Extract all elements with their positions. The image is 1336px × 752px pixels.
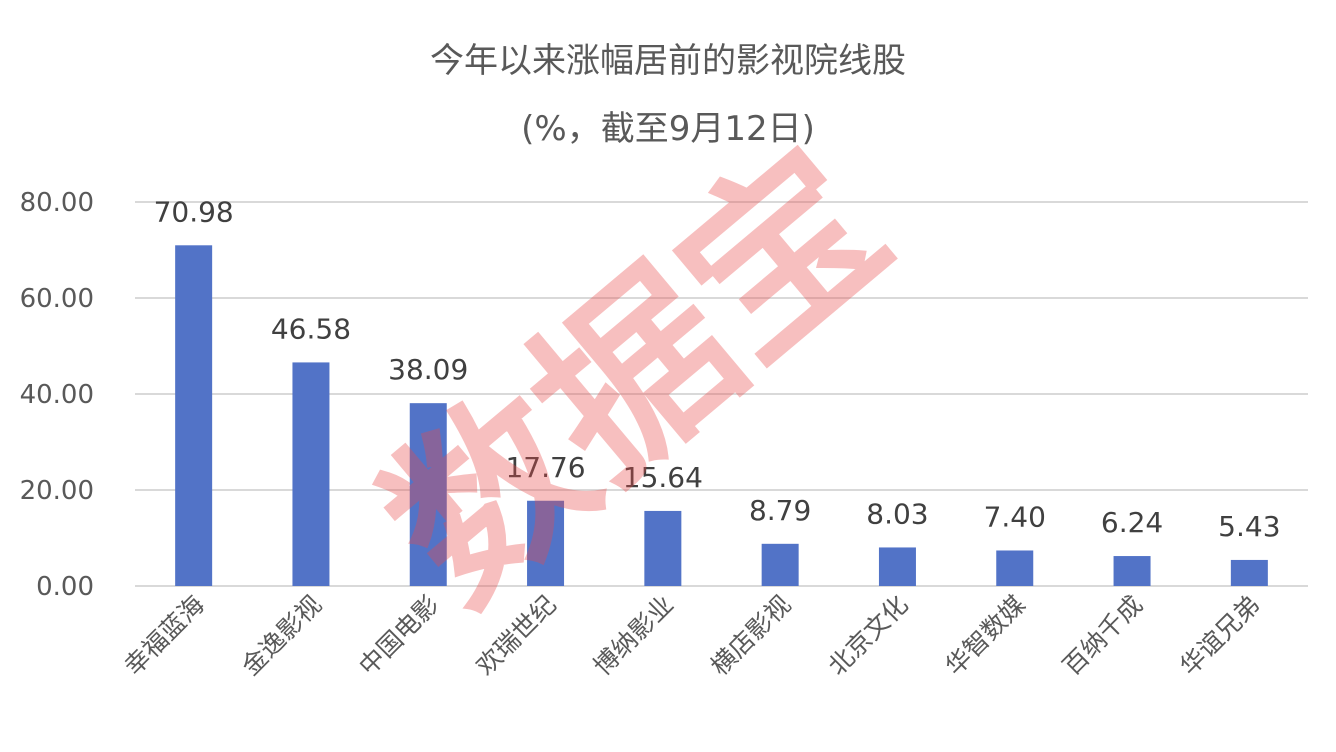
y-tick-label: 60.00 bbox=[20, 284, 94, 314]
bar bbox=[527, 500, 565, 586]
chart-subtitle: (%，截至9月12日) bbox=[521, 109, 815, 149]
x-tick-label: 横店影视 bbox=[705, 590, 796, 681]
x-tick-label: 华智数媒 bbox=[940, 590, 1031, 681]
y-tick-label: 0.00 bbox=[36, 572, 94, 602]
x-tick-label: 幸福蓝海 bbox=[119, 590, 210, 681]
bar bbox=[1230, 559, 1268, 586]
x-tick-label: 金逸影视 bbox=[236, 590, 327, 681]
data-label: 7.40 bbox=[984, 500, 1046, 533]
x-tick-label: 北京文化 bbox=[822, 590, 913, 681]
bars bbox=[175, 245, 1268, 586]
y-tick-label: 20.00 bbox=[20, 476, 94, 506]
gridlines bbox=[135, 201, 1308, 587]
bar bbox=[292, 362, 330, 586]
data-label: 6.24 bbox=[1101, 506, 1163, 539]
data-label: 70.98 bbox=[154, 195, 234, 228]
y-tick-label: 40.00 bbox=[20, 380, 94, 410]
x-axis: 幸福蓝海 金逸影视 中国电影 欢瑞世纪 博纳影业 横店影视 北京文化 华智数媒 百纳千成 华谊兄弟 bbox=[119, 590, 1266, 681]
x-tick-label: 百纳千成 bbox=[1057, 590, 1148, 681]
data-label: 46.58 bbox=[271, 312, 351, 345]
y-axis: 0.00 20.00 40.00 60.00 80.00 bbox=[20, 188, 94, 602]
bar bbox=[996, 550, 1034, 586]
bar bbox=[761, 543, 799, 586]
x-tick-label: 华谊兄弟 bbox=[1174, 590, 1265, 681]
data-label: 5.43 bbox=[1218, 510, 1280, 543]
bar bbox=[409, 403, 447, 586]
data-labels: 70.98 46.58 38.09 17.76 15.64 8.79 8.03 7.40 6.2… bbox=[154, 195, 1281, 543]
x-tick-label: 中国电影 bbox=[353, 590, 444, 681]
bar bbox=[644, 510, 682, 586]
data-label: 15.64 bbox=[623, 461, 703, 494]
data-label: 8.79 bbox=[749, 494, 811, 527]
bar bbox=[175, 245, 213, 586]
data-label: 8.03 bbox=[866, 497, 928, 530]
data-label: 38.09 bbox=[388, 353, 468, 386]
data-label: 17.76 bbox=[505, 451, 585, 484]
bar bbox=[1113, 556, 1151, 586]
chart-title: 今年以来涨幅居前的影视院线股 bbox=[430, 41, 906, 81]
y-tick-label: 80.00 bbox=[20, 188, 94, 218]
bar bbox=[878, 547, 916, 586]
x-tick-label: 博纳影业 bbox=[588, 590, 679, 681]
